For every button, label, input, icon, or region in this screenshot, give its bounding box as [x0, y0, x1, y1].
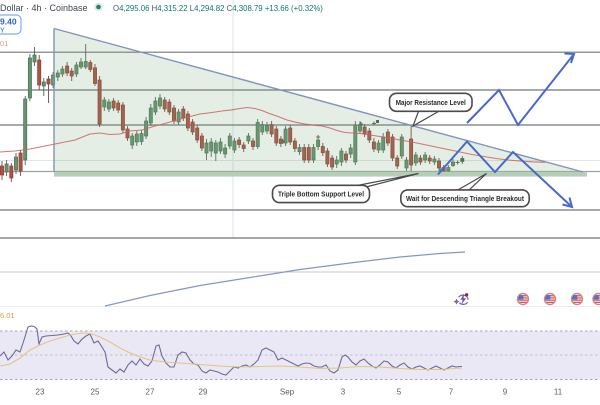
- svg-text:O4,295.06 H4,315.22 L4,294.82: O4,295.06 H4,315.22 L4,294.82 C4,308.79 …: [113, 4, 323, 13]
- svg-text:Major Resistance Level: Major Resistance Level: [396, 98, 466, 107]
- svg-text:5: 5: [397, 388, 402, 397]
- svg-text:9: 9: [503, 388, 508, 397]
- svg-text:11: 11: [554, 388, 563, 397]
- svg-text:9.40: 9.40: [0, 17, 17, 27]
- svg-text:25: 25: [91, 388, 100, 397]
- svg-text:7: 7: [449, 388, 454, 397]
- svg-text:27: 27: [146, 388, 155, 397]
- svg-text:01: 01: [0, 39, 8, 48]
- svg-text:Y: Y: [0, 28, 5, 35]
- svg-text:Dollar · 4h · Coinbase: Dollar · 4h · Coinbase: [0, 3, 88, 13]
- svg-text:23: 23: [36, 388, 45, 397]
- svg-text:6.01: 6.01: [0, 311, 15, 320]
- svg-text:Sep: Sep: [280, 388, 295, 397]
- svg-text:29: 29: [199, 388, 208, 397]
- svg-text:3: 3: [341, 388, 346, 397]
- svg-text:Wait for Descending Triangle B: Wait for Descending Triangle Breakout: [406, 194, 524, 203]
- svg-text:Triple Bottom Support Level: Triple Bottom Support Level: [278, 190, 364, 199]
